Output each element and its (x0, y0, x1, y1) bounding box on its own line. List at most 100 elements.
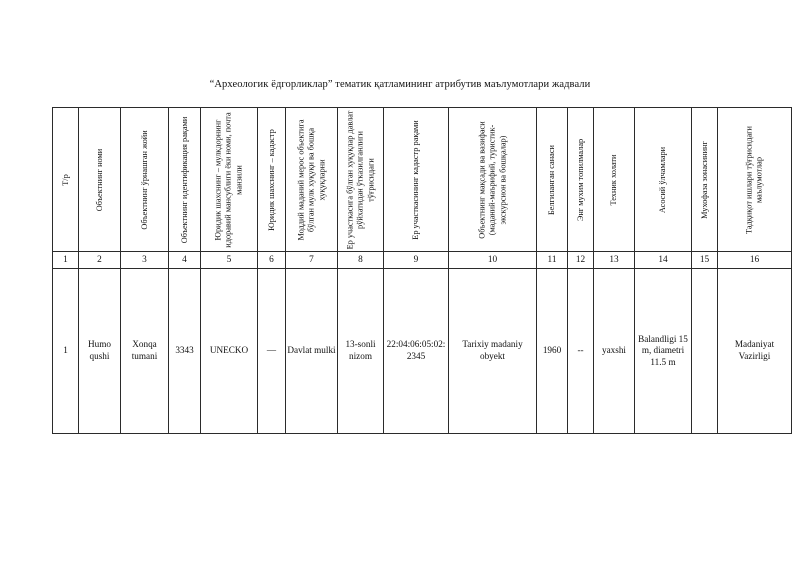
vertical-text-box: Тадқиқот ишлари тўғрисидаги маълумотлар (719, 109, 791, 251)
cell-value: Balandligi 15 m, diametri 11.5 m (638, 333, 688, 367)
vertical-text-box: Юридик шахснинг – кадастр (259, 109, 285, 251)
cell-tr: 1 (52, 268, 79, 434)
col-header-9: Ер участкасининг кадастр рақами (383, 107, 449, 252)
vertical-text-box: Энг мухим топилмалар (569, 109, 593, 251)
col-header-7: Моддий маданий мерос объектига бўлган му… (285, 107, 338, 252)
table-header-row: Т/р Объектнинг номи Объектнинг ўрнашган … (52, 107, 792, 252)
col-number-8: 8 (337, 251, 384, 269)
col-header-6: Юридик шахснинг – кадастр (257, 107, 286, 252)
cell-value: yaxshi (602, 345, 626, 356)
col-number-11: 11 (536, 251, 568, 269)
col-header-10: Объектнинг мақсади ва вазифаси (маданий-… (448, 107, 537, 252)
vertical-text-box: Ер участкасининг кадастр рақами (385, 109, 448, 251)
col-header-8: Ер участкасига бўлган хуқуқлар давлат рў… (337, 107, 384, 252)
col-header-label: Ер участкасига бўлган хуқуқлар давлат рў… (344, 110, 375, 249)
col-header-label: Тадқиқот ишлари тўғрисидаги маълумотлар (744, 125, 764, 234)
col-header-5: Юридик шахснинг – мулкдорнинг идоравий м… (200, 107, 258, 252)
col-header-13: Техник холати (593, 107, 635, 252)
vertical-text-box: Техник холати (595, 109, 634, 251)
col-header-1: Т/р (52, 107, 79, 252)
col-header-14: Асосий ўлчамлари (634, 107, 692, 252)
attribute-table-wrapper: Т/р Объектнинг номи Объектнинг ўрнашган … (52, 107, 792, 434)
col-header-15: Мухофаза зонасининг (691, 107, 718, 252)
cell-value: 1 (63, 345, 68, 356)
cell-technical-condition: yaxshi (593, 268, 635, 434)
col-header-label: Объектнинг мақсади ва вазифаси (маданий-… (476, 120, 507, 239)
col-number-12: 12 (567, 251, 594, 269)
vertical-text-box: Ер участкасига бўлган хуқуқлар давлат рў… (339, 109, 383, 251)
col-header-label: Объектнинг идентификация рақами (179, 116, 189, 243)
col-number-15: 15 (691, 251, 718, 269)
col-number-4: 4 (168, 251, 201, 269)
vertical-text-box: Объектнинг ўрнашган жойи (122, 109, 168, 251)
cell-value: — (266, 345, 277, 356)
cell-value: 13-sonli nizom (345, 339, 376, 361)
col-header-label: Ер участкасининг кадастр рақами (410, 119, 420, 240)
cell-land-cadastre-number: 22:04:06:05:02:2345 (383, 268, 449, 434)
cell-important-finds: -- (567, 268, 594, 434)
cell-value: Humo qushi (88, 339, 111, 361)
col-header-11: Белгиланган санаси (536, 107, 568, 252)
cell-value: 22:04:06:05:02:2345 (386, 339, 446, 361)
col-number-14: 14 (634, 251, 692, 269)
col-number-9: 9 (383, 251, 449, 269)
cell-entity-cadastre: — (257, 268, 286, 434)
cell-identification-number: 3343 (168, 268, 201, 434)
cell-value: 1960 (542, 345, 562, 356)
col-header-label: Моддий маданий мерос объектига бўлган му… (295, 118, 326, 241)
col-header-label: Т/р (60, 173, 70, 186)
vertical-text-box: Юридик шахснинг – мулкдорнинг идоравий м… (202, 109, 257, 251)
cell-designation-date: 1960 (536, 268, 568, 434)
col-header-16: Тадқиқот ишлари тўғрисидаги маълумотлар (717, 107, 792, 252)
col-number-2: 2 (78, 251, 121, 269)
col-header-2: Объектнинг номи (78, 107, 121, 252)
cell-protection-zone (691, 268, 718, 434)
cell-owner-entity: UNECKO (200, 268, 258, 434)
col-number-7: 7 (285, 251, 338, 269)
col-number-10: 10 (448, 251, 537, 269)
vertical-text-box: Объектнинг номи (80, 109, 120, 251)
col-header-3: Объектнинг ўрнашган жойи (120, 107, 169, 252)
col-number-3: 3 (120, 251, 169, 269)
col-header-label: Асосий ўлчамлари (657, 146, 667, 213)
col-header-12: Энг мухим топилмалар (567, 107, 594, 252)
col-header-label: Мухофаза зонасининг (699, 140, 709, 219)
cell-value: Davlat mulki (287, 345, 336, 356)
cell-value: Tarixiy madaniy obyekt (462, 339, 523, 361)
col-number-1: 1 (52, 251, 79, 269)
cell-value: -- (577, 345, 584, 356)
col-number-6: 6 (257, 251, 286, 269)
cell-value: 3343 (175, 345, 194, 356)
vertical-text-box: Моддий маданий мерос объектига бўлган му… (287, 109, 337, 251)
cell-research-info: Madaniyat Vazirligi (717, 268, 792, 434)
cell-object-name: Humo qushi (78, 268, 121, 434)
col-header-label: Белгиланган санаси (546, 144, 556, 215)
col-number-13: 13 (593, 251, 635, 269)
attribute-data-table: Т/р Объектнинг номи Объектнинг ўрнашган … (52, 107, 792, 434)
page-title: “Археологик ёдгорликлар” тематик қатлами… (209, 79, 591, 90)
cell-ownership-rights: Davlat mulki (285, 268, 338, 434)
table-row: 1 Humo qushi Xonqa tumani 3343 UNECKO — … (52, 268, 792, 434)
col-number-16: 16 (717, 251, 792, 269)
table-column-number-row: 1 2 3 4 5 6 7 8 9 10 11 12 13 14 15 16 (52, 251, 792, 269)
vertical-text-box: Мухофаза зонасининг (693, 109, 717, 251)
vertical-text-box: Т/р (54, 109, 78, 251)
col-number-5: 5 (200, 251, 258, 269)
cell-object-location: Xonqa tumani (120, 268, 169, 434)
vertical-text-box: Белгиланган санаси (538, 109, 567, 251)
vertical-text-box: Объектнинг идентификация рақами (170, 109, 200, 251)
cell-value: Madaniyat Vazirligi (734, 339, 775, 361)
cell-value: Xonqa tumani (131, 339, 158, 361)
col-header-label: Техник холати (608, 154, 618, 206)
cell-value: UNECKO (209, 345, 249, 356)
col-header-label: Объектнинг ўрнашган жойи (139, 129, 149, 230)
cell-object-purpose: Tarixiy madaniy obyekt (448, 268, 537, 434)
cell-land-rights-registration: 13-sonli nizom (337, 268, 384, 434)
col-header-label: Юридик шахснинг – мулкдорнинг идоравий м… (213, 111, 244, 248)
col-header-label: Объектнинг номи (94, 148, 104, 211)
vertical-text-box: Асосий ўлчамлари (636, 109, 691, 251)
cell-main-dimensions: Balandligi 15 m, diametri 11.5 m (634, 268, 692, 434)
col-header-label: Энг мухим топилмалар (575, 138, 585, 221)
col-header-label: Юридик шахснинг – кадастр (266, 128, 276, 231)
